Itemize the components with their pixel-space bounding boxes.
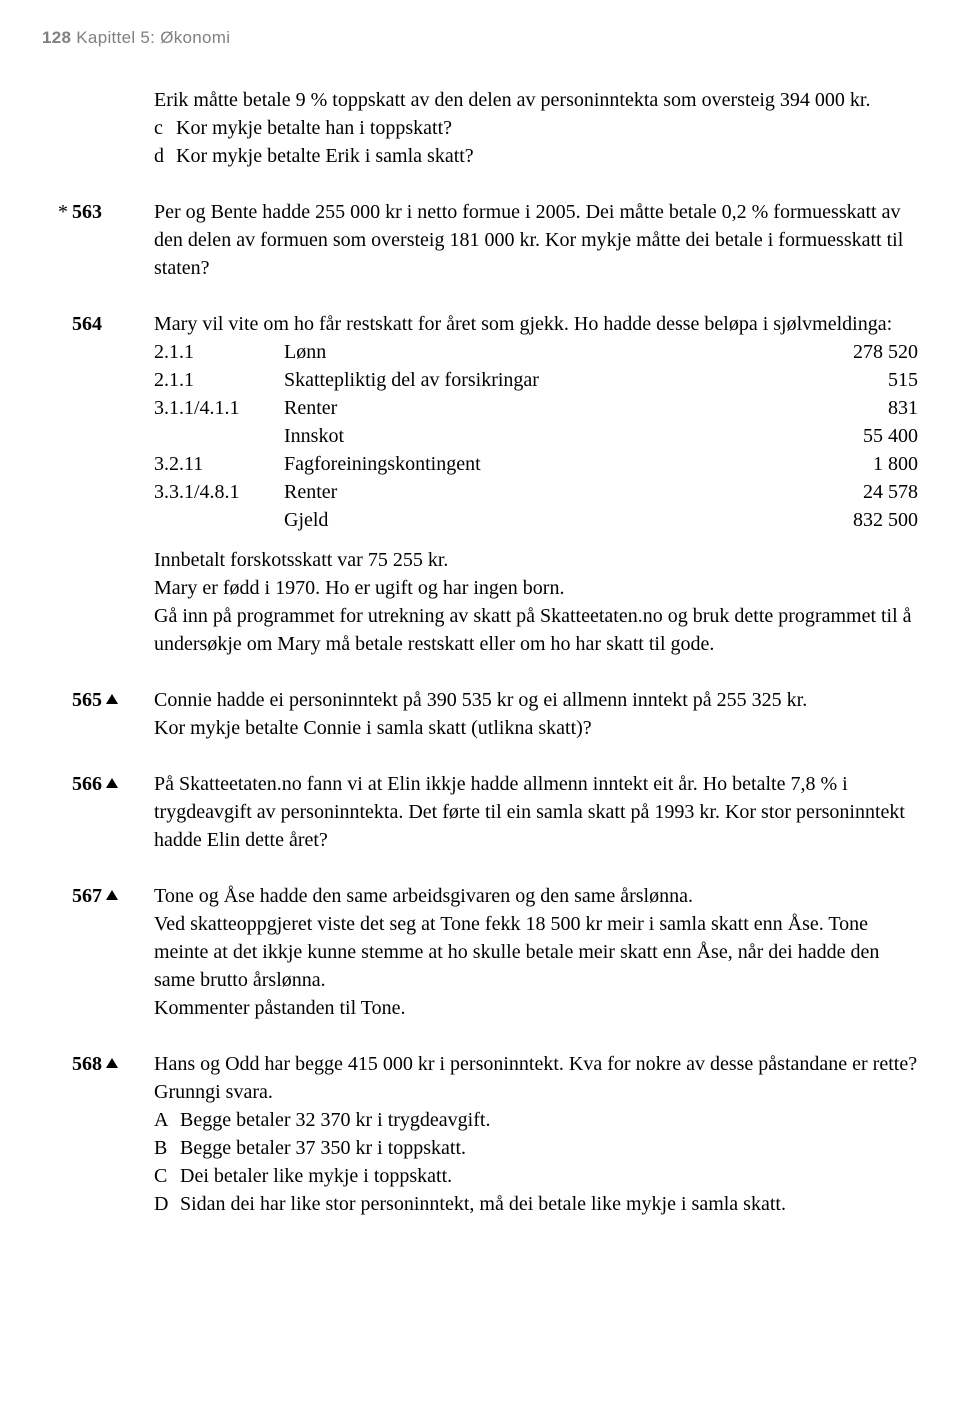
choice-text-d: Sidan dei har like stor personinntekt, m… xyxy=(180,1193,786,1215)
code-cell xyxy=(154,506,284,534)
page-number: 128 xyxy=(42,28,71,47)
choice-text-a: Begge betaler 32 370 kr i trygdeavgift. xyxy=(180,1109,490,1131)
text-3: Kommenter påstanden til Tone. xyxy=(154,994,918,1022)
intro-block: Erik måtte betale 9 % toppskatt av den d… xyxy=(42,86,918,170)
code-cell: 3.3.1/4.8.1 xyxy=(154,478,284,506)
triangle-up-icon xyxy=(106,778,118,788)
choice-d: DSidan dei har like stor personinntekt, … xyxy=(154,1190,918,1218)
text: Per og Bente hadde 255 000 kr i netto fo… xyxy=(154,198,918,282)
problem-text: Hans og Odd har begge 415 000 kr i perso… xyxy=(154,1050,918,1218)
table-row: 2.1.1 Skattepliktig del av forsikringar … xyxy=(154,366,918,394)
problem-number: 568 xyxy=(72,1050,154,1078)
sub-text-d: Kor mykje betalte Erik i samla skatt? xyxy=(176,145,474,167)
problem-number: 565 xyxy=(72,686,154,714)
choice-b: BBegge betaler 37 350 kr i toppskatt. xyxy=(154,1134,918,1162)
choice-text-b: Begge betaler 37 350 kr i toppskatt. xyxy=(180,1137,466,1159)
problem-text: Connie hadde ei personinntekt på 390 535… xyxy=(154,686,918,742)
choice-c: CDei betaler like mykje i toppskatt. xyxy=(154,1162,918,1190)
choice-label-c: C xyxy=(154,1162,180,1190)
text-1: Tone og Åse hadde den same arbeidsgivare… xyxy=(154,882,918,910)
problem-567: 567 Tone og Åse hadde den same arbeidsgi… xyxy=(42,882,918,1022)
content-area: Erik måtte betale 9 % toppskatt av den d… xyxy=(42,86,918,1246)
value-cell: 24 578 xyxy=(808,478,918,506)
problem-text: Mary vil vite om ho får restskatt for år… xyxy=(154,310,918,658)
sub-text-c: Kor mykje betalte han i toppskatt? xyxy=(176,117,452,139)
after-2: Mary er fødd i 1970. Ho er ugift og har … xyxy=(154,574,918,602)
problem-text: Per og Bente hadde 255 000 kr i netto fo… xyxy=(154,198,918,282)
table-row: 3.2.11 Fagforeiningskontingent 1 800 xyxy=(154,450,918,478)
problem-566: 566 På Skatteetaten.no fann vi at Elin i… xyxy=(42,770,918,854)
problem-568: 568 Hans og Odd har begge 415 000 kr i p… xyxy=(42,1050,918,1218)
num-text: 565 xyxy=(72,689,102,711)
value-cell: 55 400 xyxy=(808,422,918,450)
choice-label-a: A xyxy=(154,1106,180,1134)
num-text: 566 xyxy=(72,773,102,795)
intro-line-c: cKor mykje betalte han i toppskatt? xyxy=(154,114,918,142)
code-cell: 3.1.1/4.1.1 xyxy=(154,394,284,422)
after-3: Gå inn på programmet for utrekning av sk… xyxy=(154,602,918,658)
triangle-up-icon xyxy=(106,1058,118,1068)
text-2: Ved skatteoppgjeret viste det seg at Ton… xyxy=(154,910,918,994)
problem-text: Tone og Åse hadde den same arbeidsgivare… xyxy=(154,882,918,1022)
code-cell xyxy=(154,422,284,450)
intro-line-1: Erik måtte betale 9 % toppskatt av den d… xyxy=(154,86,918,114)
table-row: Gjeld 832 500 xyxy=(154,506,918,534)
value-cell: 832 500 xyxy=(808,506,918,534)
intro-line-d: dKor mykje betalte Erik i samla skatt? xyxy=(154,142,918,170)
text-2: Kor mykje betalte Connie i samla skatt (… xyxy=(154,714,918,742)
label-cell: Innskot xyxy=(284,422,808,450)
problem-number: 567 xyxy=(72,882,154,910)
table-row: 3.1.1/4.1.1 Renter 831 xyxy=(154,394,918,422)
code-cell: 2.1.1 xyxy=(154,366,284,394)
chapter-title: Kapittel 5: Økonomi xyxy=(76,28,230,47)
table-row: 3.3.1/4.8.1 Renter 24 578 xyxy=(154,478,918,506)
page-header: 128 Kapittel 5: Økonomi xyxy=(42,28,230,48)
sub-label-d: d xyxy=(154,142,176,170)
label-cell: Renter xyxy=(284,478,808,506)
problem-number: 566 xyxy=(72,770,154,798)
choice-text-c: Dei betaler like mykje i toppskatt. xyxy=(180,1165,452,1187)
label-cell: Lønn xyxy=(284,338,808,366)
value-cell: 1 800 xyxy=(808,450,918,478)
label-cell: Skattepliktig del av forsikringar xyxy=(284,366,808,394)
sub-label-c: c xyxy=(154,114,176,142)
problem-text: På Skatteetaten.no fann vi at Elin ikkje… xyxy=(154,770,918,854)
num-text: 567 xyxy=(72,885,102,907)
problem-number: 563 xyxy=(72,198,154,226)
marker: * xyxy=(42,198,72,226)
triangle-up-icon xyxy=(106,694,118,704)
intro-text: Mary vil vite om ho får restskatt for år… xyxy=(154,310,918,338)
choice-label-b: B xyxy=(154,1134,180,1162)
code-cell: 3.2.11 xyxy=(154,450,284,478)
triangle-up-icon xyxy=(106,890,118,900)
problem-564: 564 Mary vil vite om ho får restskatt fo… xyxy=(42,310,918,658)
choice-label-d: D xyxy=(154,1190,180,1218)
table-row: Innskot 55 400 xyxy=(154,422,918,450)
num-text: 568 xyxy=(72,1053,102,1075)
problem-number: 564 xyxy=(72,310,154,338)
choice-a: ABegge betaler 32 370 kr i trygdeavgift. xyxy=(154,1106,918,1134)
problem-565: 565 Connie hadde ei personinntekt på 390… xyxy=(42,686,918,742)
table-row: 2.1.1 Lønn 278 520 xyxy=(154,338,918,366)
intro-text: Hans og Odd har begge 415 000 kr i perso… xyxy=(154,1050,918,1106)
label-cell: Fagforeiningskontingent xyxy=(284,450,808,478)
value-cell: 515 xyxy=(808,366,918,394)
text-1: Connie hadde ei personinntekt på 390 535… xyxy=(154,686,918,714)
code-cell: 2.1.1 xyxy=(154,338,284,366)
label-cell: Renter xyxy=(284,394,808,422)
problem-text: Erik måtte betale 9 % toppskatt av den d… xyxy=(154,86,918,170)
value-cell: 278 520 xyxy=(808,338,918,366)
after-1: Innbetalt forskotsskatt var 75 255 kr. xyxy=(154,546,918,574)
text: På Skatteetaten.no fann vi at Elin ikkje… xyxy=(154,770,918,854)
problem-563: * 563 Per og Bente hadde 255 000 kr i ne… xyxy=(42,198,918,282)
amounts-table: 2.1.1 Lønn 278 520 2.1.1 Skattepliktig d… xyxy=(154,338,918,534)
value-cell: 831 xyxy=(808,394,918,422)
label-cell: Gjeld xyxy=(284,506,808,534)
